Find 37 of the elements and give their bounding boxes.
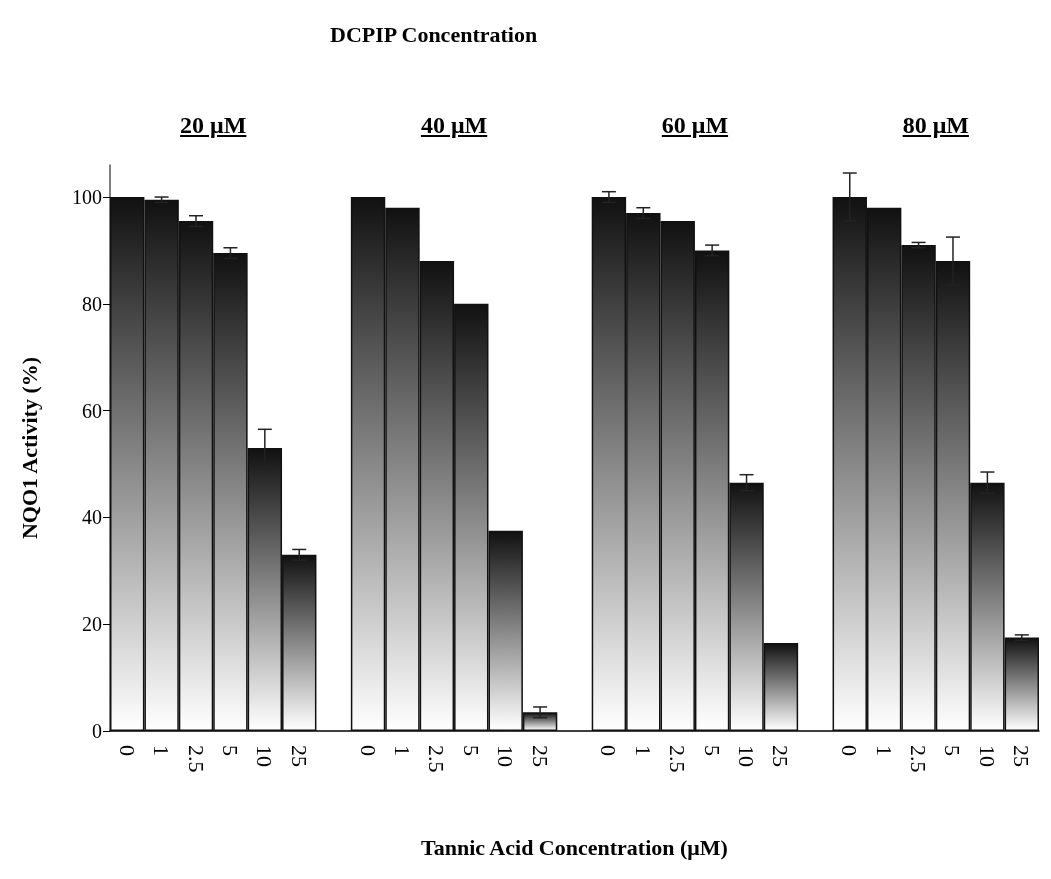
y-tick-label: 40 bbox=[82, 506, 102, 529]
text: 20 μM bbox=[180, 112, 247, 139]
x-tick-label: 10 bbox=[734, 745, 760, 767]
y-tick-label: 0 bbox=[92, 720, 102, 742]
x-tick-label: 1 bbox=[871, 745, 897, 756]
x-tick-label: 25 bbox=[286, 745, 312, 767]
x-tick-label: 2.5 bbox=[183, 745, 209, 773]
x-tick-label: 5 bbox=[458, 745, 484, 756]
x-tick-label: 0 bbox=[355, 745, 381, 756]
text: 60 μM bbox=[661, 112, 729, 139]
x-tick-label: 2.5 bbox=[424, 745, 450, 773]
x-tick-label: 2.5 bbox=[906, 745, 932, 773]
x-tick-label: 1 bbox=[630, 745, 656, 756]
x-tick-label: 10 bbox=[974, 745, 1000, 767]
x-axis-title: Tannic Acid Concentration (μM) bbox=[421, 834, 728, 860]
x-tick-label: 0 bbox=[837, 745, 863, 756]
x-tick-label: 0 bbox=[596, 745, 622, 756]
y-axis-title: NQO1 Activity (%) bbox=[16, 356, 42, 540]
x-tick-label: 2.5 bbox=[665, 745, 691, 773]
y-tick-label: 60 bbox=[82, 399, 102, 422]
y-tick-label: 20 bbox=[82, 613, 102, 636]
text: 80 μM bbox=[902, 112, 969, 139]
x-tick-label: 25 bbox=[768, 745, 794, 767]
text: 40 μM bbox=[420, 112, 488, 139]
y-tick-label: 100 bbox=[72, 186, 102, 209]
x-tick-label: 10 bbox=[252, 745, 278, 767]
x-tick-label: 25 bbox=[527, 745, 553, 767]
x-tick-label: 5 bbox=[699, 745, 725, 756]
x-tick-label: 1 bbox=[389, 745, 415, 756]
x-tick-label: 5 bbox=[217, 745, 243, 756]
x-tick-label: 5 bbox=[940, 745, 966, 756]
x-tick-label: 1 bbox=[149, 745, 175, 756]
chart-title: DCPIP Concentration bbox=[330, 21, 538, 47]
x-tick-label: 25 bbox=[1009, 745, 1035, 767]
x-tick-label: 0 bbox=[114, 745, 140, 756]
y-tick-label: 80 bbox=[82, 292, 102, 315]
x-tick-label: 10 bbox=[493, 745, 519, 767]
